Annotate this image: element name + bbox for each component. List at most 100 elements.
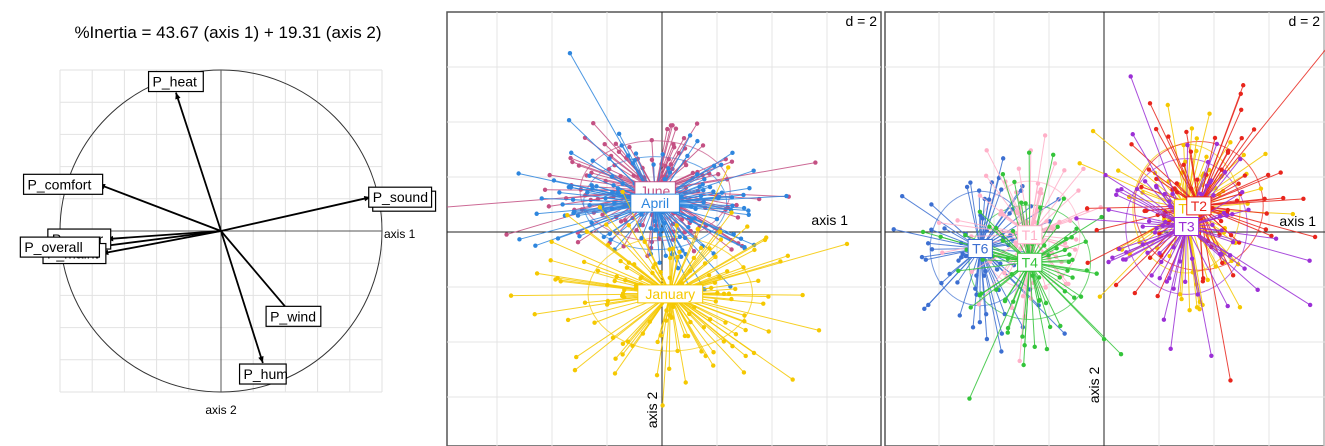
data-point (565, 212, 570, 218)
data-point (678, 254, 684, 260)
data-point (575, 240, 581, 245)
variable-arrow (175, 92, 222, 232)
data-point (572, 209, 577, 214)
data-point (1307, 302, 1313, 308)
star-segment (669, 226, 748, 295)
data-point (574, 354, 579, 360)
data-point (1072, 247, 1078, 252)
data-point (585, 190, 590, 195)
data-point (713, 254, 718, 260)
data-point (602, 141, 607, 147)
data-point (634, 228, 639, 233)
data-point (716, 195, 721, 201)
data-point (534, 211, 539, 216)
data-point (1188, 149, 1194, 154)
data-point (742, 244, 747, 250)
data-point (1205, 277, 1210, 283)
variable-label: P_hum (244, 366, 288, 382)
data-point (687, 268, 693, 274)
data-point (939, 280, 944, 286)
data-point (1189, 126, 1195, 131)
data-point (618, 219, 624, 224)
data-point (694, 121, 700, 126)
data-point (1062, 168, 1067, 173)
star-segment (1186, 226, 1199, 295)
star-segment (662, 293, 671, 406)
star-segment (1013, 181, 1031, 263)
variable-label: P_overall (24, 239, 82, 255)
data-point (1078, 294, 1084, 299)
data-point (1258, 186, 1264, 191)
star-segment (969, 182, 981, 249)
data-point (960, 251, 965, 257)
data-point (1094, 271, 1099, 276)
data-point (977, 209, 983, 214)
data-point (601, 234, 607, 240)
group-label: January (645, 286, 695, 302)
data-point (999, 331, 1005, 336)
star-segment (1198, 129, 1255, 207)
data-point (685, 153, 690, 159)
data-point (648, 226, 653, 231)
data-point (620, 352, 625, 357)
data-point (1061, 196, 1067, 201)
data-point (1152, 230, 1158, 235)
data-point (1085, 260, 1090, 266)
data-point (620, 189, 625, 195)
data-point (682, 159, 687, 164)
data-point (1110, 255, 1115, 260)
data-point (597, 205, 603, 210)
data-point (1084, 268, 1090, 273)
data-point (1099, 214, 1104, 220)
data-point (1000, 156, 1006, 161)
data-point (1145, 250, 1150, 255)
star-segment (966, 186, 981, 249)
star-segment (972, 248, 981, 328)
data-point (664, 318, 669, 323)
data-point (925, 241, 931, 246)
data-point (533, 243, 538, 248)
data-point (1073, 237, 1079, 242)
star-segment (1198, 137, 1243, 207)
data-point (1066, 281, 1071, 287)
star-segment (1002, 174, 1031, 263)
data-point (1219, 228, 1224, 233)
data-point (1116, 168, 1121, 173)
data-point (1002, 298, 1008, 304)
data-point (675, 348, 680, 354)
group-ellipse (1125, 158, 1248, 295)
data-point (570, 159, 575, 165)
data-point (1214, 141, 1220, 147)
star-segment (569, 52, 656, 204)
group-label-box (967, 239, 993, 258)
data-point (1037, 190, 1042, 195)
star-segment (669, 167, 729, 295)
data-point (1160, 223, 1165, 228)
data-point (683, 380, 688, 385)
data-point (668, 123, 674, 128)
data-point (1240, 189, 1245, 195)
data-point (548, 258, 553, 263)
data-point (1106, 259, 1111, 265)
data-point (1273, 236, 1279, 241)
star-segment (669, 293, 745, 373)
data-point (844, 241, 850, 247)
star-segment (1029, 261, 1122, 355)
star-segment (654, 203, 661, 263)
data-point (741, 205, 747, 211)
data-point (590, 158, 595, 163)
data-point (1201, 276, 1206, 281)
data-point (553, 277, 558, 282)
data-point (625, 339, 631, 344)
data-point (1043, 300, 1049, 306)
variable-label-box (265, 305, 322, 327)
data-point (508, 293, 514, 298)
data-point (609, 174, 615, 179)
data-point (1301, 196, 1306, 202)
data-point (1165, 102, 1170, 108)
data-point (1210, 222, 1215, 228)
star-segment (575, 293, 671, 358)
data-point (963, 232, 968, 238)
